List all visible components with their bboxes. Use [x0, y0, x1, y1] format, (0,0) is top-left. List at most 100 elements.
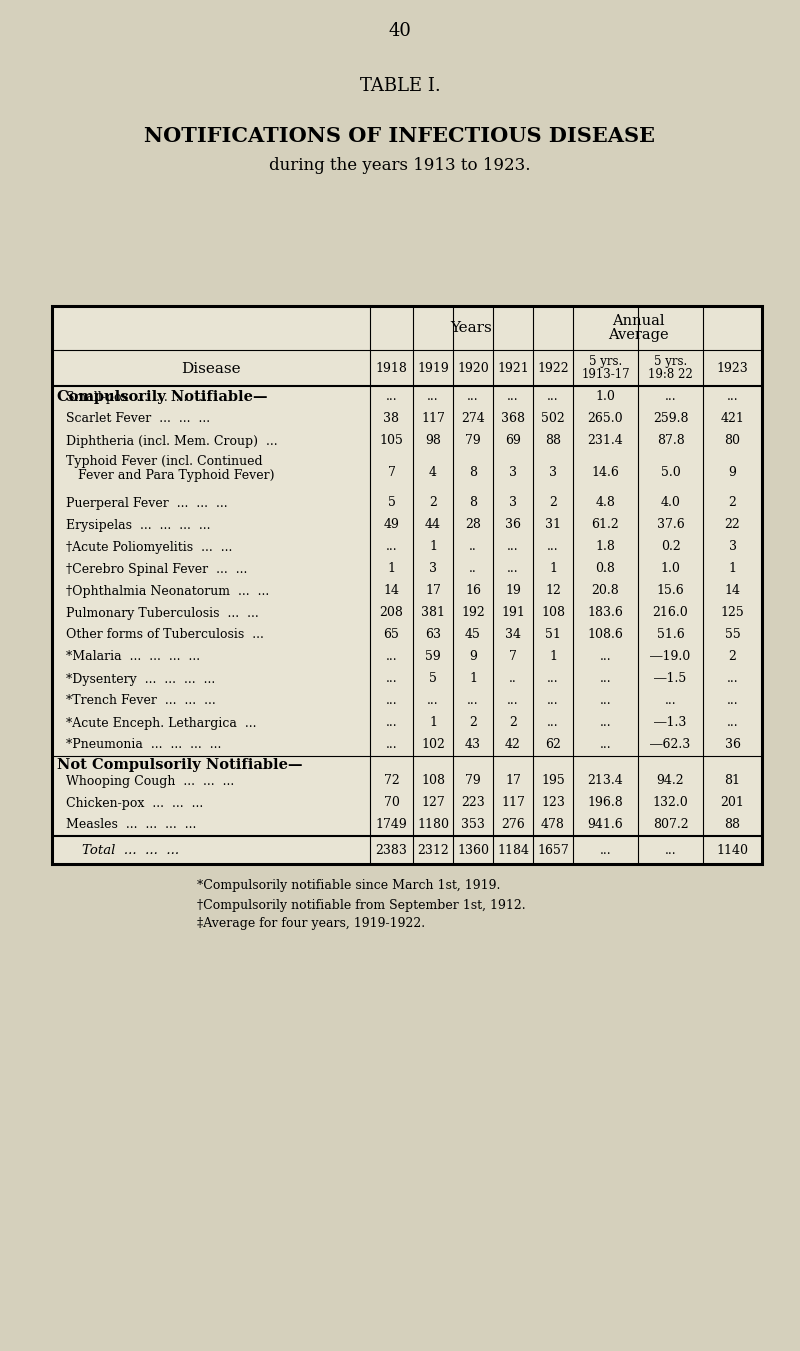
Text: ...: ...	[547, 694, 559, 708]
Text: ...: ...	[726, 673, 738, 685]
Text: during the years 1913 to 1923.: during the years 1913 to 1923.	[270, 158, 530, 174]
Text: Disease: Disease	[181, 362, 241, 376]
Text: 87.8: 87.8	[657, 435, 684, 447]
Text: 34: 34	[505, 628, 521, 642]
Text: 1: 1	[429, 540, 437, 554]
Text: 49: 49	[383, 519, 399, 531]
Text: 1360: 1360	[457, 843, 489, 857]
Text: ...: ...	[726, 716, 738, 730]
Text: 276: 276	[501, 819, 525, 831]
Text: *Trench Fever  ...  ...  ...: *Trench Fever ... ... ...	[66, 694, 216, 708]
Text: 8: 8	[469, 497, 477, 509]
Text: Puerperal Fever  ...  ...  ...: Puerperal Fever ... ... ...	[66, 497, 228, 509]
Text: 216.0: 216.0	[653, 607, 688, 620]
Text: 31: 31	[545, 519, 561, 531]
Text: 127: 127	[421, 797, 445, 809]
Text: 231.4: 231.4	[588, 435, 623, 447]
Text: 123: 123	[541, 797, 565, 809]
Text: ...: ...	[467, 390, 479, 404]
Text: 12: 12	[545, 585, 561, 597]
Text: ...: ...	[507, 540, 519, 554]
Text: 192: 192	[461, 607, 485, 620]
Text: 14: 14	[383, 585, 399, 597]
Text: ...: ...	[547, 673, 559, 685]
Text: 3: 3	[549, 466, 557, 478]
Text: Scarlet Fever  ...  ...  ...: Scarlet Fever ... ... ...	[66, 412, 210, 426]
Text: ...: ...	[386, 739, 398, 751]
Text: 14.6: 14.6	[591, 466, 619, 478]
Text: ...: ...	[386, 716, 398, 730]
Text: *Acute Enceph. Lethargica  ...: *Acute Enceph. Lethargica ...	[66, 716, 257, 730]
Text: *Dysentery  ...  ...  ...  ...: *Dysentery ... ... ... ...	[66, 673, 215, 685]
Text: Not Compulsorily Notifiable—: Not Compulsorily Notifiable—	[57, 758, 302, 771]
Text: ...: ...	[600, 673, 611, 685]
Text: 117: 117	[501, 797, 525, 809]
Text: ...: ...	[665, 843, 676, 857]
Text: 1: 1	[549, 562, 557, 576]
Text: 36: 36	[725, 739, 741, 751]
Text: 20.8: 20.8	[592, 585, 619, 597]
Text: 5: 5	[387, 497, 395, 509]
Text: ...: ...	[507, 562, 519, 576]
Text: 807.2: 807.2	[653, 819, 688, 831]
Text: ―1.3: ―1.3	[654, 716, 686, 730]
Text: 3: 3	[509, 497, 517, 509]
Text: Typhoid Fever (incl. Continued: Typhoid Fever (incl. Continued	[66, 455, 262, 467]
Text: 7: 7	[387, 466, 395, 478]
Text: 9: 9	[729, 466, 737, 478]
Text: 1: 1	[549, 650, 557, 663]
Text: Years: Years	[450, 322, 492, 335]
Text: 51: 51	[545, 628, 561, 642]
Text: 1.8: 1.8	[595, 540, 615, 554]
Text: 201: 201	[721, 797, 745, 809]
Text: *Pneumonia  ...  ...  ...  ...: *Pneumonia ... ... ... ...	[66, 739, 222, 751]
Text: 132.0: 132.0	[653, 797, 688, 809]
Text: 51.6: 51.6	[657, 628, 684, 642]
Text: ―19.0: ―19.0	[650, 650, 690, 663]
Text: 3: 3	[729, 540, 737, 554]
Text: 17: 17	[505, 774, 521, 788]
Text: 43: 43	[465, 739, 481, 751]
Text: ‡Average for four years, 1919-1922.: ‡Average for four years, 1919-1922.	[197, 917, 425, 931]
Text: ―1.5: ―1.5	[654, 673, 686, 685]
Text: 81: 81	[725, 774, 741, 788]
Text: 1: 1	[729, 562, 737, 576]
Text: 63: 63	[425, 628, 441, 642]
Text: 125: 125	[721, 607, 744, 620]
Text: †Compulsorily notifiable from September 1st, 1912.: †Compulsorily notifiable from September …	[197, 898, 526, 912]
Text: 1921: 1921	[497, 362, 529, 374]
Text: ...: ...	[386, 540, 398, 554]
Text: 38: 38	[383, 412, 399, 426]
Text: Whooping Cough  ...  ...  ...: Whooping Cough ... ... ...	[66, 774, 234, 788]
Text: 5: 5	[429, 673, 437, 685]
Text: ..: ..	[469, 562, 477, 576]
Text: Other forms of Tuberculosis  ...: Other forms of Tuberculosis ...	[66, 628, 264, 642]
Text: 274: 274	[461, 412, 485, 426]
Text: 62: 62	[545, 739, 561, 751]
Text: 98: 98	[425, 435, 441, 447]
Text: 108: 108	[421, 774, 445, 788]
Text: 59: 59	[425, 650, 441, 663]
Text: 1.0: 1.0	[661, 562, 681, 576]
Text: 2: 2	[729, 650, 737, 663]
Text: 105: 105	[379, 435, 403, 447]
Text: 37.6: 37.6	[657, 519, 684, 531]
Text: *Malaria  ...  ...  ...  ...: *Malaria ... ... ... ...	[66, 650, 200, 663]
Text: 421: 421	[721, 412, 745, 426]
Text: 19:8 22: 19:8 22	[648, 369, 693, 381]
Text: ..: ..	[469, 540, 477, 554]
Text: 1180: 1180	[417, 819, 449, 831]
Text: 195: 195	[541, 774, 565, 788]
Text: 1923: 1923	[717, 362, 748, 374]
Text: 1657: 1657	[537, 843, 569, 857]
Text: Average: Average	[608, 328, 668, 342]
Text: 65: 65	[383, 628, 399, 642]
Text: ...: ...	[547, 390, 559, 404]
Text: 5.0: 5.0	[661, 466, 680, 478]
Text: 117: 117	[421, 412, 445, 426]
Text: 8: 8	[469, 466, 477, 478]
Text: 196.8: 196.8	[588, 797, 623, 809]
Text: 1749: 1749	[376, 819, 407, 831]
Text: 94.2: 94.2	[657, 774, 684, 788]
Text: Small-pox  ...  ...  ...  ...: Small-pox ... ... ... ...	[66, 390, 207, 404]
